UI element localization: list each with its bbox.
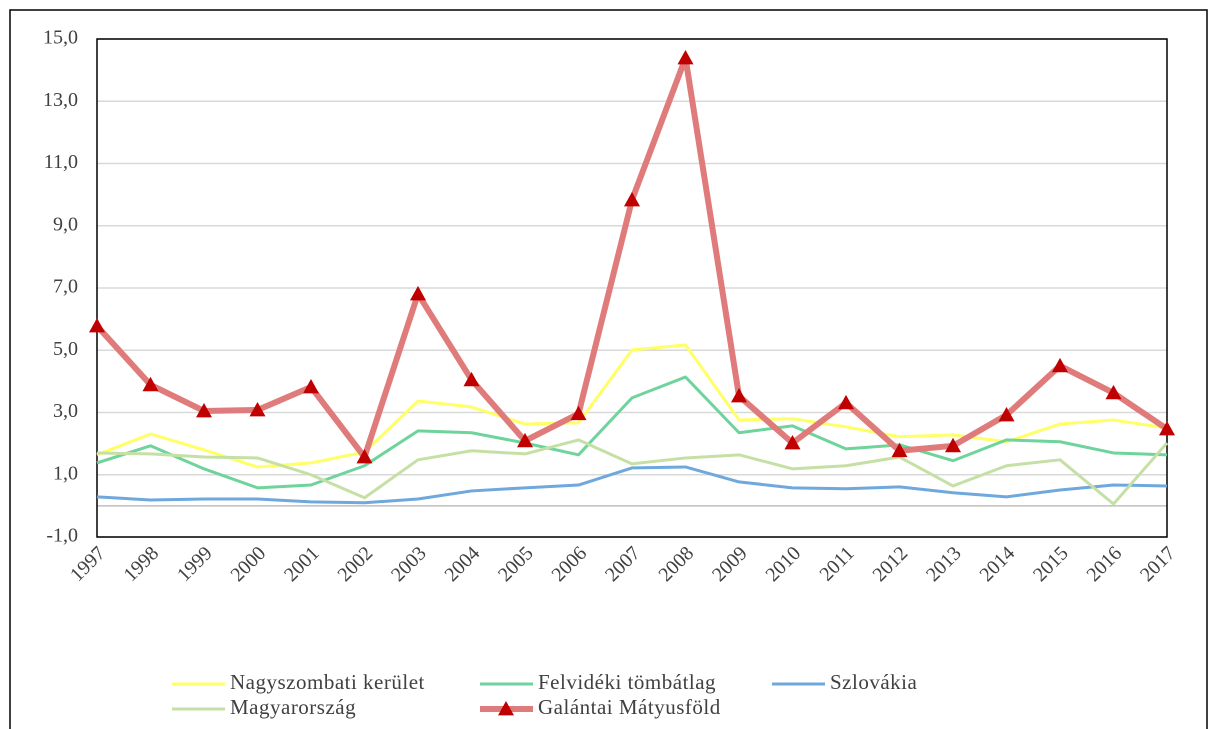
series-marker — [624, 191, 640, 207]
x-tick-label: 2013 — [922, 542, 966, 586]
x-tick-label: 2009 — [708, 542, 752, 586]
series-marker — [998, 406, 1015, 422]
x-tick-label: 2004 — [440, 542, 484, 586]
y-tick-label: 9,0 — [53, 213, 78, 235]
plot-border — [96, 38, 1168, 538]
legend-marker — [498, 701, 514, 716]
series-marker — [517, 432, 533, 448]
x-tick-label: 2017 — [1136, 542, 1180, 586]
series-marker — [677, 49, 694, 65]
legend-label: Nagyszombati kerület — [230, 670, 425, 694]
series-line — [96, 343, 1168, 469]
y-tick-label: -1,0 — [46, 525, 78, 547]
chart-frame — [9, 9, 1208, 729]
series-marker — [731, 388, 747, 403]
series-marker — [784, 435, 801, 450]
series-marker — [570, 405, 587, 421]
x-tick-label: 2003 — [387, 542, 431, 586]
y-tick-label: 15,0 — [43, 27, 78, 49]
y-tick-label: 1,0 — [53, 462, 78, 484]
series-marker — [196, 402, 212, 418]
x-tick-label: 2016 — [1082, 542, 1126, 586]
y-tick-label: 11,0 — [44, 151, 78, 173]
legend-label: Magyarország — [230, 695, 356, 719]
legend-label: Galántai Mátyusföld — [538, 695, 721, 719]
x-tick-label: 2007 — [601, 542, 645, 586]
x-tick-label: 2012 — [868, 542, 912, 586]
series-marker — [356, 449, 373, 464]
x-tick-label: 2008 — [654, 542, 698, 586]
series-marker — [1105, 384, 1122, 400]
x-tick-label: 2001 — [280, 542, 324, 586]
y-tick-label: 5,0 — [53, 338, 78, 360]
legend-label: Szlovákia — [830, 670, 917, 694]
x-tick-label: 2006 — [547, 542, 591, 586]
legend-label: Felvidéki tömbátlag — [538, 670, 716, 694]
series-marker — [303, 378, 319, 394]
y-tick-label: 13,0 — [43, 89, 78, 111]
x-tick-label: 1999 — [173, 542, 217, 586]
series-marker — [89, 317, 105, 333]
x-tick-label: 2000 — [226, 542, 270, 586]
series-marker — [249, 402, 266, 417]
series-marker — [1159, 420, 1175, 436]
x-tick-label: 2015 — [1029, 542, 1073, 586]
series-marker — [945, 437, 961, 453]
series-line — [96, 438, 1169, 506]
series-marker — [838, 394, 854, 410]
series-marker — [463, 371, 480, 387]
series-marker — [142, 376, 159, 392]
y-tick-label: 7,0 — [53, 276, 78, 298]
x-tick-label: 2010 — [761, 542, 805, 586]
x-tick-label: 1998 — [119, 542, 163, 586]
x-tick-label: 2002 — [333, 542, 377, 586]
x-tick-label: 2011 — [815, 542, 858, 585]
series-marker — [891, 442, 908, 458]
series-line — [96, 375, 1168, 490]
series-line — [96, 465, 1168, 505]
series-marker — [1052, 357, 1068, 373]
x-tick-label: 1997 — [66, 542, 110, 586]
y-tick-label: 3,0 — [53, 400, 78, 422]
x-tick-label: 2014 — [975, 542, 1019, 586]
x-tick-label: 2005 — [494, 542, 538, 586]
series-marker — [410, 285, 426, 301]
